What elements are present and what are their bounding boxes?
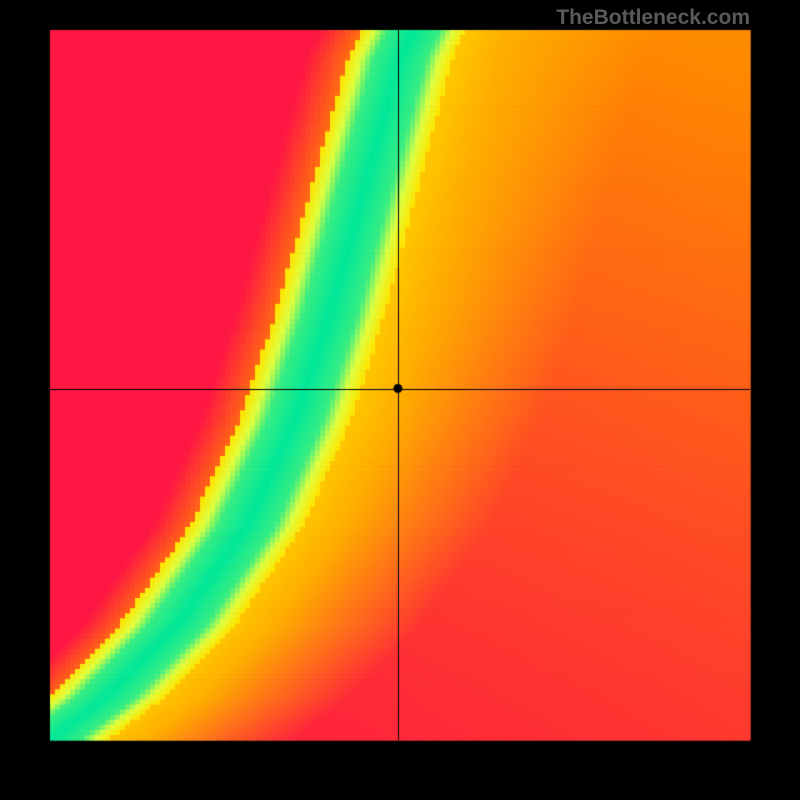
watermark-text: TheBottleneck.com: [556, 6, 750, 30]
chart-container: TheBottleneck.com: [0, 0, 800, 800]
heatmap-canvas: [0, 0, 800, 800]
